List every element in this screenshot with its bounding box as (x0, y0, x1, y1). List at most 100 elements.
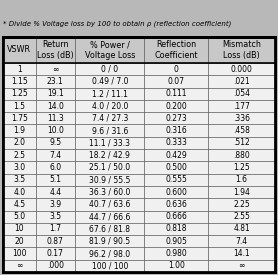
Text: 1.15: 1.15 (11, 77, 28, 86)
Text: 4.0 / 20.0: 4.0 / 20.0 (91, 101, 128, 111)
Bar (145, 137, 208, 149)
Text: 19.1: 19.1 (47, 89, 64, 98)
Text: 3.0: 3.0 (13, 163, 25, 172)
Bar (3, 100, 36, 112)
Text: 1.5: 1.5 (13, 101, 25, 111)
Bar (36, 75, 75, 88)
Bar (3, 75, 36, 88)
Text: 2.55: 2.55 (233, 212, 250, 221)
Text: 3.5: 3.5 (13, 175, 25, 184)
Text: 0.500: 0.500 (165, 163, 187, 172)
Text: 0.07: 0.07 (168, 77, 185, 86)
Text: 0.49 / 7.0: 0.49 / 7.0 (91, 77, 128, 86)
Text: Return
Loss (dB): Return Loss (dB) (37, 40, 74, 60)
Text: 1.6: 1.6 (236, 175, 248, 184)
Bar (75, 63, 145, 75)
Text: 1.00: 1.00 (168, 261, 185, 270)
Text: 0.316: 0.316 (165, 126, 187, 135)
Bar (145, 112, 208, 125)
Text: 0.818: 0.818 (166, 224, 187, 233)
Text: 0.200: 0.200 (165, 101, 187, 111)
Text: * Divide % Voltage loss by 100 to obtain ρ (reflection coefficient): * Divide % Voltage loss by 100 to obtain… (3, 20, 231, 27)
Text: 5.0: 5.0 (13, 212, 25, 221)
Text: 1: 1 (17, 65, 22, 74)
Bar (145, 260, 208, 272)
Bar (36, 149, 75, 161)
Bar (36, 260, 75, 272)
Text: 100: 100 (12, 249, 27, 258)
Text: 3.9: 3.9 (49, 200, 61, 209)
Bar (3, 149, 36, 161)
Text: 9.5: 9.5 (49, 138, 61, 147)
Text: 0.980: 0.980 (165, 249, 187, 258)
Bar (36, 100, 75, 112)
Text: 7.4 / 27.3: 7.4 / 27.3 (91, 114, 128, 123)
Text: 0.000: 0.000 (231, 65, 253, 74)
Text: 0.429: 0.429 (165, 151, 187, 160)
Bar (3, 112, 36, 125)
Text: 9.6 / 31.6: 9.6 / 31.6 (91, 126, 128, 135)
Bar (75, 88, 145, 100)
Text: 1.7: 1.7 (49, 224, 61, 233)
Text: 0: 0 (174, 65, 179, 74)
Text: .458: .458 (233, 126, 250, 135)
Bar (75, 125, 145, 137)
Text: % Power /
Voltage Loss: % Power / Voltage Loss (85, 40, 135, 60)
Text: 0.555: 0.555 (165, 175, 187, 184)
Text: 96.2 / 98.0: 96.2 / 98.0 (89, 249, 130, 258)
Bar (75, 37, 145, 63)
Text: 0.273: 0.273 (165, 114, 187, 123)
Text: 4.81: 4.81 (233, 224, 250, 233)
Bar (3, 125, 36, 137)
Text: 100 / 100: 100 / 100 (91, 261, 128, 270)
Bar (36, 112, 75, 125)
Text: 0.636: 0.636 (165, 200, 187, 209)
Bar (36, 235, 75, 248)
Bar (75, 223, 145, 235)
Text: 44.7 / 66.6: 44.7 / 66.6 (89, 212, 130, 221)
Text: 7.4: 7.4 (236, 237, 248, 246)
Text: 36.3 / 60.0: 36.3 / 60.0 (89, 188, 130, 197)
Bar (36, 125, 75, 137)
Text: 18.2 / 42.9: 18.2 / 42.9 (89, 151, 130, 160)
Text: 2.5: 2.5 (13, 151, 25, 160)
Text: ∞: ∞ (16, 261, 23, 270)
Text: Reflection
Coefficient: Reflection Coefficient (155, 40, 198, 60)
Bar (145, 63, 208, 75)
Text: 14.1: 14.1 (233, 249, 250, 258)
Bar (145, 161, 208, 174)
Text: 1.25: 1.25 (11, 89, 28, 98)
Bar (208, 248, 275, 260)
Bar (145, 235, 208, 248)
Bar (145, 125, 208, 137)
Bar (145, 198, 208, 211)
Bar (36, 248, 75, 260)
Bar (3, 37, 275, 272)
Text: .336: .336 (233, 114, 250, 123)
Bar (36, 223, 75, 235)
Text: 1.25: 1.25 (233, 163, 250, 172)
Text: 4.5: 4.5 (13, 200, 25, 209)
Text: 2.25: 2.25 (233, 200, 250, 209)
Text: 10: 10 (14, 224, 24, 233)
Text: 5.1: 5.1 (49, 175, 61, 184)
Text: 4.0: 4.0 (13, 188, 25, 197)
Bar (36, 198, 75, 211)
Bar (75, 112, 145, 125)
Bar (3, 174, 36, 186)
Text: 6.0: 6.0 (49, 163, 61, 172)
Text: 7.4: 7.4 (49, 151, 61, 160)
Bar (208, 235, 275, 248)
Text: 25.1 / 50.0: 25.1 / 50.0 (89, 163, 130, 172)
Bar (208, 149, 275, 161)
Bar (208, 88, 275, 100)
Text: 0.87: 0.87 (47, 237, 64, 246)
Bar (3, 137, 36, 149)
Text: ∞: ∞ (239, 261, 245, 270)
Bar (145, 75, 208, 88)
Bar (36, 63, 75, 75)
Bar (36, 174, 75, 186)
Bar (145, 174, 208, 186)
Text: 23.1: 23.1 (47, 77, 64, 86)
Text: .177: .177 (233, 101, 250, 111)
